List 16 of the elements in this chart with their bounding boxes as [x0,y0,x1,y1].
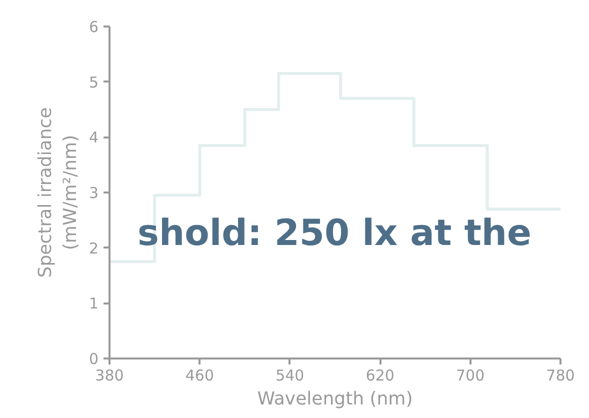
y-axis-title: Spectral irradiance (mW/m²/nm) [34,107,81,278]
annotation: shold: 250 lx at the [138,213,532,254]
x-axis-title: Wavelength (nm) [257,388,413,410]
y-tick-label: 5 [88,73,99,92]
x-tick-label: 460 [185,366,214,384]
y-tick-label: 4 [88,128,99,147]
x-tick-label: 620 [366,366,394,384]
x-tick-label: 540 [276,366,304,384]
y-tick-label: 6 [88,18,99,36]
y-tick-label: 0 [88,350,99,368]
y-tick-label: 3 [88,184,99,202]
y-tick-label: 1 [88,294,99,313]
x-tick-label: 380 [95,366,124,384]
y-tick-label: 2 [88,239,99,258]
x-tick-label: 700 [456,366,485,384]
x-tick-label: 780 [546,366,575,384]
